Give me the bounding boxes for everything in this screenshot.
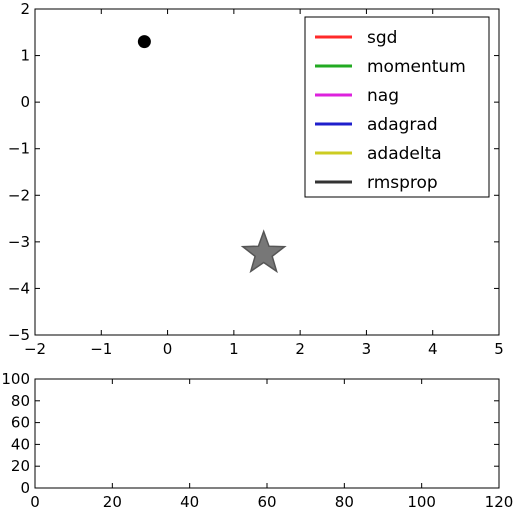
contour-y-axis: −5 −4 −3 −2 −1 0 1 2 — [8, 0, 499, 344]
x-tick-label: 80 — [335, 493, 354, 511]
contour-plot-frame — [34, 8, 500, 336]
x-tick-label: 5 — [494, 340, 504, 358]
y-tick-label: −3 — [8, 233, 30, 251]
x-tick-label: 3 — [362, 340, 372, 358]
minimum-star-marker — [240, 229, 287, 274]
contour-markers — [137, 35, 287, 274]
x-tick-label: 0 — [163, 340, 173, 358]
x-tick-label: 40 — [180, 493, 199, 511]
x-tick-label: 0 — [30, 493, 40, 511]
x-tick-label: 20 — [103, 493, 122, 511]
y-tick-label: 60 — [11, 414, 30, 432]
contour-x-axis: −2 −1 0 1 2 3 4 5 — [24, 9, 504, 358]
y-tick-label: −2 — [8, 186, 30, 204]
legend: sgd momentum nag adagrad adadelta rmsprop — [304, 16, 490, 198]
legend-label: nag — [367, 86, 399, 106]
y-tick-label: 40 — [11, 435, 30, 453]
progress-y-axis: 0 20 40 60 80 100 — [1, 370, 499, 497]
y-tick-label: 2 — [20, 0, 30, 18]
x-tick-label: −1 — [90, 340, 112, 358]
x-tick-label: 100 — [407, 493, 436, 511]
legend-label: sgd — [367, 28, 397, 48]
y-tick-label: 20 — [11, 457, 30, 475]
legend-label: rmsprop — [367, 173, 438, 193]
progress-plot-background — [35, 379, 499, 488]
x-tick-label: 60 — [257, 493, 276, 511]
y-tick-label: −4 — [8, 279, 30, 297]
legend-label: adadelta — [367, 144, 442, 164]
x-tick-label: 1 — [229, 340, 239, 358]
legend-box — [304, 16, 490, 198]
y-tick-label: −1 — [8, 140, 30, 158]
x-tick-label: −2 — [24, 340, 46, 358]
x-tick-label: 4 — [428, 340, 438, 358]
y-tick-label: 0 — [20, 479, 30, 497]
contour-chart: −2 −1 0 1 2 3 4 5 −5 −4 −3 −2 −1 0 1 2 sgd momentum nag a… — [8, 0, 504, 358]
legend-label: momentum — [367, 57, 466, 77]
y-tick-label: 1 — [20, 47, 30, 65]
y-tick-label: 100 — [1, 370, 30, 388]
x-tick-label: 120 — [485, 493, 513, 511]
x-tick-label: 2 — [295, 340, 305, 358]
legend-label: adagrad — [367, 115, 438, 135]
y-tick-label: 0 — [20, 93, 30, 111]
y-tick-label: −5 — [8, 326, 30, 344]
progress-x-axis: 0 20 40 60 80 100 120 — [30, 379, 513, 511]
y-tick-label: 80 — [11, 392, 30, 410]
start-point-marker — [137, 35, 151, 49]
